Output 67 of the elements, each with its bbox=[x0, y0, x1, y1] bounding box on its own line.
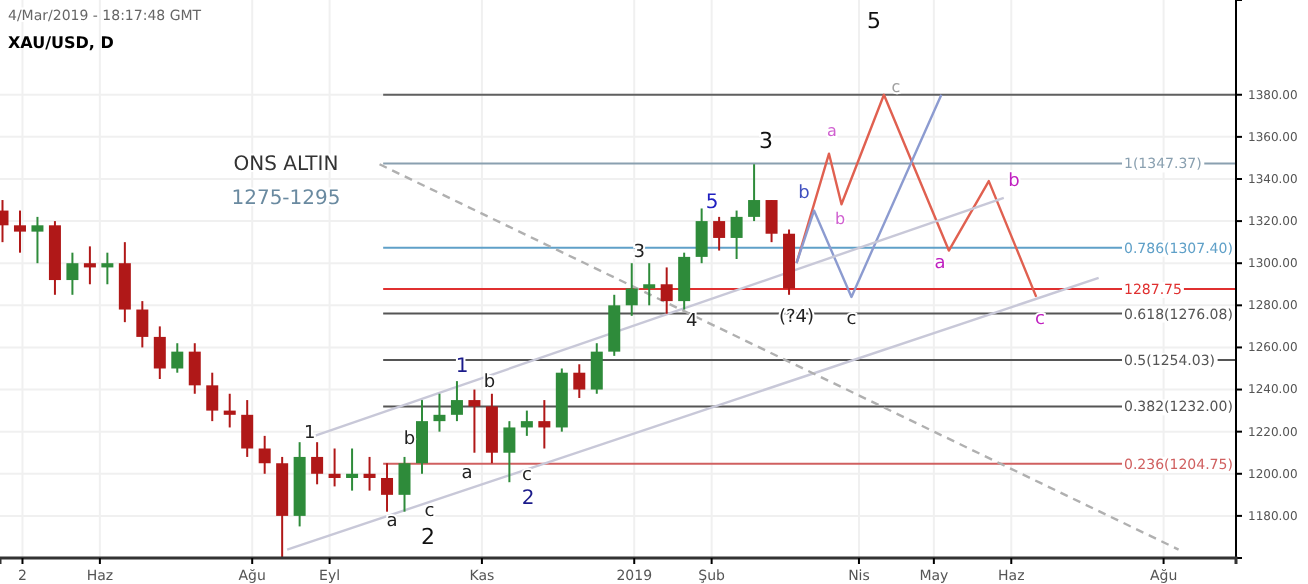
annotation: a bbox=[934, 254, 946, 274]
candlestick bbox=[311, 441, 324, 486]
annotation: c bbox=[891, 78, 901, 96]
annotation: 3 bbox=[759, 128, 773, 154]
annotation: b bbox=[798, 184, 811, 204]
annotation: 2 bbox=[421, 524, 435, 550]
candlestick bbox=[573, 363, 586, 399]
candlestick bbox=[678, 251, 691, 311]
candlestick bbox=[13, 209, 26, 254]
candlestick bbox=[363, 455, 376, 492]
candlestick bbox=[188, 342, 201, 395]
candlestick bbox=[241, 399, 254, 458]
annotation: a bbox=[386, 512, 398, 533]
candlestick bbox=[171, 342, 184, 374]
candlestick bbox=[748, 163, 761, 223]
annotation: a bbox=[461, 463, 473, 484]
candlestick bbox=[660, 266, 673, 315]
annotation: 5 bbox=[705, 192, 719, 214]
candlestick bbox=[398, 455, 411, 513]
annotation: 1 bbox=[303, 423, 316, 444]
annotation: 1275-1295 bbox=[231, 188, 341, 210]
candlestick bbox=[101, 251, 114, 286]
annotation: 2 bbox=[521, 488, 535, 510]
annotation: ONS ALTIN bbox=[233, 154, 339, 176]
candlestick bbox=[730, 209, 743, 260]
candlestick bbox=[223, 392, 236, 429]
candlestick bbox=[136, 300, 149, 349]
candlestick bbox=[346, 447, 359, 492]
annotation: c bbox=[1035, 310, 1046, 330]
annotation: a bbox=[827, 122, 838, 140]
annotation: c bbox=[521, 465, 532, 486]
annotation: b bbox=[403, 429, 416, 450]
candlestick bbox=[381, 462, 394, 513]
annotation: 5 bbox=[867, 8, 881, 34]
annotation: (?4) bbox=[779, 307, 815, 328]
candlestick bbox=[468, 388, 481, 454]
annotation: c bbox=[424, 501, 435, 522]
candlestick bbox=[485, 392, 498, 465]
candlestick bbox=[450, 380, 463, 423]
candlestick bbox=[713, 215, 726, 252]
candlestick bbox=[433, 392, 446, 433]
annotation: c bbox=[846, 309, 857, 330]
candlestick bbox=[31, 215, 44, 265]
candlestick bbox=[608, 293, 621, 357]
text: XAU/USD, D bbox=[8, 34, 115, 52]
candlestick bbox=[503, 420, 516, 484]
annotation: b bbox=[483, 373, 496, 394]
candlestick bbox=[258, 434, 271, 475]
candlestick bbox=[625, 262, 638, 317]
candlestick bbox=[206, 371, 219, 423]
annotation: 4 bbox=[685, 312, 698, 333]
annotation: b bbox=[1008, 172, 1021, 192]
candlestick bbox=[765, 199, 778, 244]
candlestick bbox=[118, 241, 131, 324]
candlestick bbox=[520, 409, 533, 437]
candlestick bbox=[415, 399, 428, 475]
annotation: 1 bbox=[455, 356, 469, 378]
candlestick bbox=[66, 251, 79, 296]
candlestick bbox=[695, 207, 708, 265]
annotation: b bbox=[834, 210, 846, 228]
candlestick bbox=[538, 399, 551, 450]
candlestick bbox=[328, 447, 341, 488]
candlestick bbox=[83, 245, 96, 286]
candlestick bbox=[643, 262, 656, 307]
candlestick bbox=[153, 325, 166, 381]
annotation: 3 bbox=[633, 242, 645, 263]
candlestick bbox=[590, 342, 603, 395]
